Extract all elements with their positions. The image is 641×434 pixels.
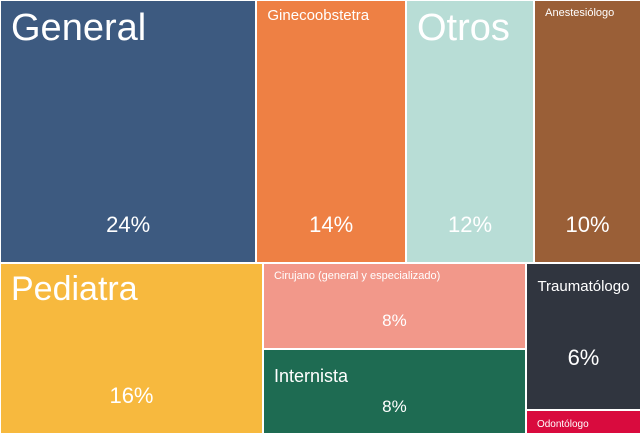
value-label: 12% [448,212,493,238]
value-label: 16% [109,382,154,408]
tile: Anestesiólogo 10% [534,0,641,264]
tile: General 24% [0,0,257,264]
tile-label: Otros [416,7,510,49]
tile: Internista 8% [262,348,526,434]
tile-label: Internista [273,365,349,386]
tile: Pediatra 16% [0,263,263,434]
tile-label: Anestesiólogo [545,7,615,19]
tile: Odontólogo [525,409,641,434]
tile: Ginecoobstetra 14% [256,0,406,264]
value-label: 24% [106,212,151,238]
tile-label: Traumatólogo [537,278,630,296]
value-label: 10% [565,212,610,238]
tile: Traumatólogo 6% [525,263,641,410]
tile: Otros 12% [405,0,535,264]
value-label: 8% [382,396,407,416]
value-label: 14% [309,212,354,238]
tile-label: General [11,7,147,49]
tile-label: Ginecoobstetra [267,7,370,24]
tile-label: Cirujano (general y especializado) [273,270,441,283]
tile-label: Odontólogo [536,418,589,430]
tile: Cirujano (general y especializado) 8% [262,263,526,349]
value-label: 6% [567,344,600,370]
value-label: 8% [382,311,407,331]
tile-label: Pediatra [11,270,138,309]
